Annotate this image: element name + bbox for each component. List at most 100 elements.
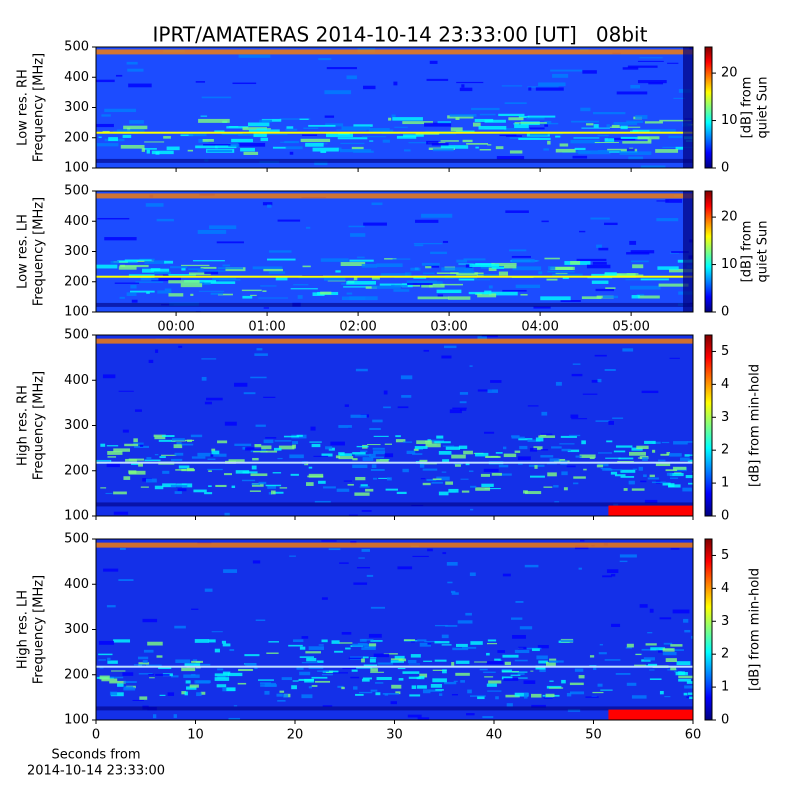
spectrogram-texture <box>321 453 333 457</box>
spectrogram-texture <box>573 137 600 139</box>
spectrogram-texture <box>308 686 312 689</box>
spectrogram-texture <box>420 478 426 480</box>
spectrogram-texture <box>370 640 383 642</box>
spectrogram-texture <box>350 414 367 418</box>
spectrogram-texture <box>673 97 686 99</box>
spectrogram-texture <box>197 270 226 272</box>
spectrogram-texture <box>106 445 119 447</box>
spectrogram-texture <box>204 281 236 284</box>
spectrogram-texture <box>96 502 693 507</box>
spectrogram-texture <box>289 555 296 557</box>
spectrogram-texture <box>413 448 419 451</box>
spectrogram-texture <box>637 80 667 84</box>
spectrogram-texture <box>436 476 450 481</box>
spectrogram-texture <box>596 244 602 248</box>
spectrogram-texture <box>314 161 328 166</box>
spectrogram-texture <box>252 266 283 270</box>
spectrogram-texture <box>610 471 618 475</box>
spectrogram-texture <box>517 456 531 461</box>
spectrogram-texture <box>180 283 203 288</box>
spectrogram-texture <box>441 644 452 646</box>
spectrogram-texture <box>418 676 425 678</box>
spectrogram-texture <box>605 457 621 459</box>
spectrogram-texture <box>356 445 369 448</box>
spectrogram-texture <box>567 449 580 453</box>
spectrogram-texture <box>214 130 225 133</box>
spectrogram-texture <box>561 448 571 452</box>
spectrogram-texture <box>655 149 679 153</box>
x-tick-label: 05:00 <box>612 320 649 335</box>
spectrogram-texture <box>452 647 469 651</box>
spectrogram-texture <box>626 120 644 124</box>
spectrogram-texture <box>670 644 683 647</box>
spectrogram-texture <box>283 694 289 698</box>
spectrogram-texture <box>134 409 142 412</box>
spectrogram-texture <box>217 293 233 296</box>
spectrogram-texture <box>488 267 497 272</box>
spectrogram-texture <box>641 648 657 651</box>
spectrogram-texture <box>324 90 352 95</box>
spectrogram-texture <box>181 267 186 271</box>
spectrogram-texture <box>408 663 421 665</box>
spectrogram-texture <box>637 295 660 299</box>
spectrogram-texture <box>346 281 377 285</box>
spectrogram-texture <box>395 439 406 443</box>
spectrogram-texture <box>234 382 248 387</box>
spectrogram-texture <box>543 486 553 488</box>
spectrogram-texture <box>369 140 374 142</box>
spectrogram-texture <box>238 54 271 58</box>
spectrogram-texture <box>455 117 460 121</box>
spectrogram-texture <box>486 652 490 656</box>
spectrogram-texture <box>201 376 207 381</box>
spectrogram-texture <box>361 678 370 682</box>
spectrogram-texture <box>107 660 118 664</box>
spectrogram-texture <box>691 635 693 639</box>
spectrogram-texture <box>352 452 366 455</box>
spectrogram-texture <box>306 657 317 662</box>
spectrogram-texture <box>642 457 648 462</box>
spectrogram-texture <box>96 193 693 199</box>
spectrogram-texture <box>467 689 472 694</box>
spectrogram-texture <box>417 717 430 720</box>
spectrogram-texture <box>254 444 262 446</box>
spectrogram-texture <box>96 706 693 711</box>
spectrogram-texture <box>649 669 655 671</box>
spectrogram-texture <box>281 677 293 681</box>
spectrogram-texture <box>648 82 664 85</box>
spectrogram-texture <box>264 682 277 687</box>
spectrogram-texture <box>445 446 461 450</box>
spectrogram-texture <box>518 115 530 118</box>
spectrogram-texture <box>155 349 159 353</box>
spectrogram-texture <box>145 478 157 483</box>
spectrogram-texture <box>574 147 586 151</box>
spectrogram-texture <box>581 440 586 445</box>
spectrogram-texture <box>125 458 137 462</box>
spectrogram-texture <box>204 401 212 405</box>
spectrogram-texture <box>632 129 661 133</box>
spectrogram-texture <box>608 709 693 720</box>
spectrogram-texture <box>223 569 238 573</box>
spectrogram-texture <box>222 643 231 647</box>
spectrogram-texture <box>434 441 451 444</box>
spectrogram-texture <box>258 481 267 485</box>
spectrogram-texture <box>247 122 270 127</box>
spectrogram-texture <box>692 470 693 473</box>
spectrogram-texture <box>460 680 466 683</box>
spectrogram-image <box>96 47 693 168</box>
spectrogram-texture <box>325 123 344 127</box>
spectrogram-texture <box>544 257 560 260</box>
spectrogram-texture <box>226 687 236 692</box>
spectrogram-texture <box>386 477 392 481</box>
spectrogram-texture <box>106 463 120 468</box>
spectrogram-texture <box>353 686 358 690</box>
spectrogram-texture <box>188 268 204 271</box>
spectrogram-texture <box>540 133 563 135</box>
spectrogram-texture <box>423 660 433 662</box>
spectrogram-texture <box>122 672 134 676</box>
spectrogram-texture <box>170 484 188 488</box>
spectrogram-texture <box>163 136 171 139</box>
spectrogram-texture <box>158 439 176 442</box>
spectrogram-texture <box>686 696 693 699</box>
spectrogram-texture <box>669 268 693 273</box>
spectrogram-background <box>96 539 693 720</box>
